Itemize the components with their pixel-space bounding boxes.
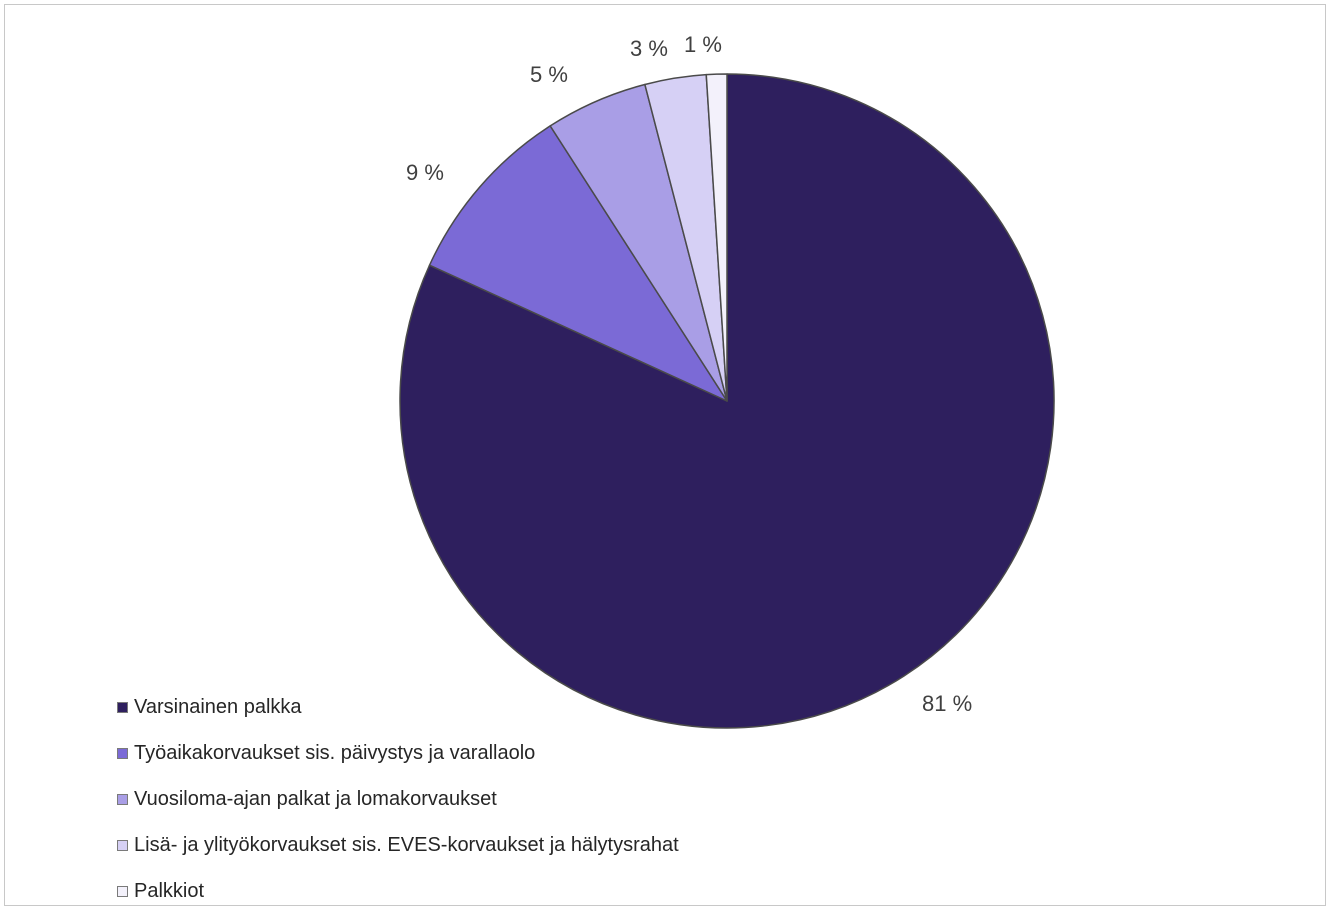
legend-label: Palkkiot: [134, 879, 205, 902]
legend: Varsinainen palkka Työaikakorvaukset sis…: [117, 684, 679, 914]
pie-data-labels: 81 % 9 % 5 % 3 % 1 %: [406, 32, 972, 716]
pie-slice-4: [705, 73, 728, 402]
legend-item-vuosiloma: Vuosiloma-ajan palkat ja lomakorvaukset: [117, 776, 679, 822]
legend-label: Vuosiloma-ajan palkat ja lomakorvaukset: [134, 787, 497, 810]
legend-swatch-vuosiloma: [117, 793, 128, 805]
legend-item-varsinainen-palkka: Varsinainen palkka: [117, 684, 679, 730]
data-label-palkkiot: 1 %: [684, 32, 722, 57]
legend-swatch-palkkiot: [117, 885, 128, 897]
legend-swatch-tyoaikakorvaukset: [117, 747, 128, 759]
legend-swatch-lisa-ja-ylityo: [117, 839, 128, 851]
legend-item-palkkiot: Palkkiot: [117, 868, 679, 914]
legend-swatch-varsinainen-palkka: [117, 701, 128, 713]
data-label-varsinainen-palkka: 81 %: [922, 691, 972, 716]
legend-item-lisa-ja-ylityo: Lisä- ja ylityökorvaukset sis. EVES-korv…: [117, 822, 679, 868]
pie-slice-1: [428, 125, 728, 402]
legend-label: Työaikakorvaukset sis. päivystys ja vara…: [134, 741, 536, 764]
legend-label: Varsinainen palkka: [134, 695, 302, 718]
legend-item-tyoaikakorvaukset: Työaikakorvaukset sis. päivystys ja vara…: [117, 730, 679, 776]
data-label-vuosiloma: 5 %: [530, 62, 568, 87]
data-label-tyoaikakorvaukset: 9 %: [406, 160, 444, 185]
pie-slices: [399, 73, 1055, 729]
data-label-lisa-ja-ylityo: 3 %: [630, 36, 668, 61]
legend-label: Lisä- ja ylityökorvaukset sis. EVES-korv…: [134, 833, 679, 856]
